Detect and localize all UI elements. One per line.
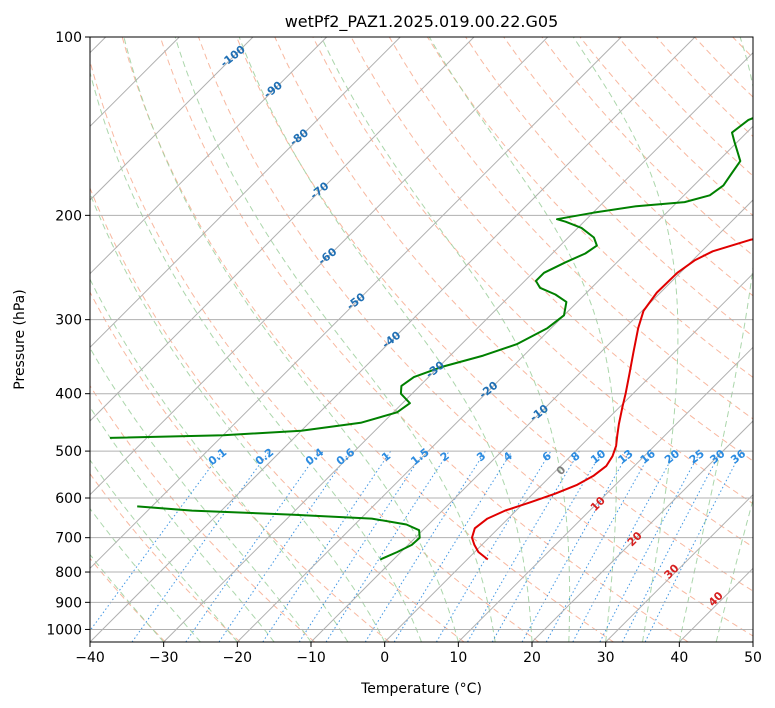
y-tick-label: 900 [55,595,82,611]
isotherm-line [163,51,753,642]
x-axis-label: Temperature (°C) [360,681,482,697]
moist-adiabat [572,37,679,642]
dry-adiabat [350,37,753,462]
x-tick-label: −10 [296,650,326,666]
mixing-ratio-line [218,450,351,642]
mixing-ratio-line [393,450,513,642]
y-tick-label: 700 [55,531,82,547]
dry-adiabat [90,472,241,642]
isotherm-line [310,199,753,642]
moist-adiabat [678,37,753,642]
y-tick-label: 400 [55,387,82,403]
moist-adiabat [90,507,201,642]
dry-adiabat [90,186,465,642]
isotherm-line [531,420,753,642]
moist-adiabat [320,37,571,642]
dewpoint-upper-profile [109,117,753,439]
isotherm-line [384,272,753,642]
isotherm-line [90,37,401,349]
x-tick-label: 0 [380,650,389,666]
mixing-ratio-line [298,450,425,642]
moist-adiabat [90,278,349,642]
moist-adiabat [123,37,459,642]
y-tick-label: 600 [55,491,82,507]
dry-adiabat [312,37,753,505]
moist-adiabat [238,37,533,642]
moist-adiabat [90,459,238,642]
moist-adiabat [428,37,617,642]
x-tick-label: −20 [223,650,253,666]
y-tick-label: 100 [55,30,82,46]
dry-adiabat [503,37,753,297]
x-tick-label: 50 [744,650,762,666]
dry-adiabat [236,37,753,592]
dry-adiabat [274,37,753,548]
isotherm-line [90,37,254,201]
y-tick-label: 300 [55,313,82,329]
moist-adiabat [174,37,496,642]
dry-adiabat [90,59,540,642]
isotherm-line [457,346,753,642]
isotherm-line [90,37,696,642]
moist-adiabat [90,70,422,642]
plot-frame [89,36,754,643]
moist-adiabat [715,497,753,642]
isotherm-line [236,125,753,642]
mixing-ratio-line [545,450,653,642]
moist-adiabat [90,553,165,642]
y-tick-label: 1000 [46,622,82,638]
isotherm-line [90,37,328,275]
dry-adiabat [426,37,753,378]
x-tick-label: 40 [670,650,688,666]
mixing-ratio-line [131,450,270,642]
isotherm-line [605,493,753,642]
dry-adiabat [159,37,689,642]
moist-adiabat [90,406,275,642]
dry-adiabat [121,37,614,642]
dry-adiabat [90,291,390,642]
y-axis-label: Pressure (hPa) [12,289,28,389]
isotherm-line [90,37,622,570]
moist-adiabat [90,192,386,642]
x-tick-label: −40 [75,650,105,666]
mixing-ratio-line [185,450,320,642]
x-tick-label: 20 [523,650,541,666]
x-tick-label: 10 [449,650,467,666]
dry-adiabat [388,37,753,420]
y-tick-label: 200 [55,208,82,224]
x-tick-label: 30 [597,650,615,666]
dry-adiabat [90,384,316,642]
isotherm-line [90,37,549,496]
dry-adiabat [465,37,753,338]
mixing-ratio-line [572,450,677,642]
dewpoint-profile [137,505,421,561]
mixing-ratio-line [325,450,450,642]
mixing-ratio-line [90,450,223,632]
x-tick-label: −30 [149,650,179,666]
chart-title: wetPf2_PAZ1.2025.019.00.22.G05 [285,12,559,32]
mixing-ratio-line [521,450,630,642]
temperature-profile [471,238,753,561]
isotherm-line [90,37,475,422]
y-tick-label: 800 [55,565,82,581]
mixing-ratio-line [644,450,743,642]
mixing-ratio-line [262,450,392,642]
y-tick-label: 500 [55,444,82,460]
